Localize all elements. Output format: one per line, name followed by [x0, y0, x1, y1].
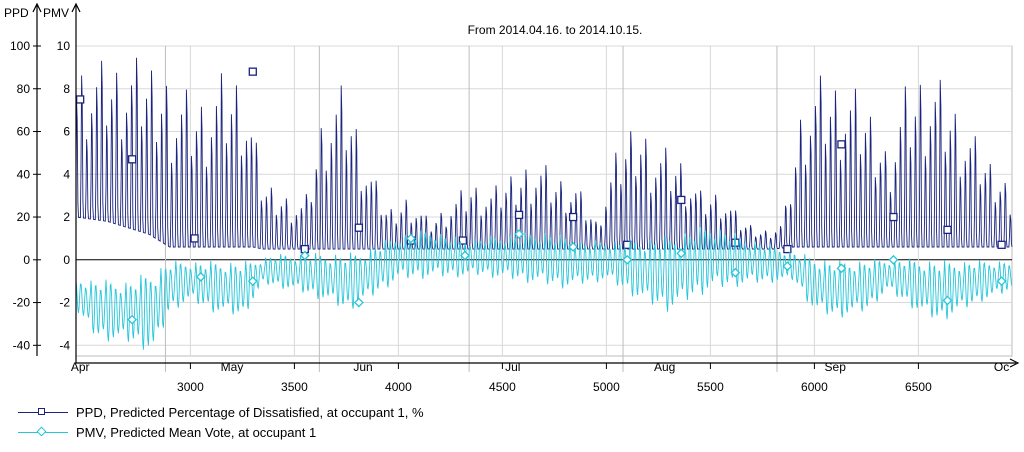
x-tick-label: 5000	[593, 380, 620, 394]
pmv-marker	[299, 250, 310, 261]
ppd-tick-label: 100	[10, 39, 30, 53]
month-label: Jun	[353, 360, 372, 374]
pmv-marker	[942, 295, 953, 306]
ppd-tick-labels: 100 80 60 40 20 0 -20 -40	[10, 39, 30, 352]
axes	[32, 2, 1020, 369]
month-label: Apr	[71, 360, 90, 374]
ppd-marker	[889, 212, 898, 222]
right-axis-arrow	[71, 2, 81, 13]
ppd-marker	[128, 155, 137, 164]
ppd-tick-label: 60	[17, 125, 31, 139]
chart-title: From 2014.04.16. to 2014.10.15.	[468, 23, 643, 37]
x-tick-label: 4500	[489, 380, 516, 394]
month-label: Jul	[505, 360, 520, 374]
month-boundaries	[164, 46, 778, 372]
x-tick-label: 3500	[281, 380, 308, 394]
ppd-marker	[248, 67, 257, 76]
pmv-tick-label: 6	[63, 125, 70, 139]
right-axis-title: PMV	[43, 6, 69, 20]
left-axis-arrow	[32, 2, 42, 13]
ppd-tick-label: 40	[17, 167, 31, 181]
pmv-marker	[676, 248, 687, 259]
ppd-marker	[190, 234, 199, 243]
x-tick-label: 6500	[905, 380, 932, 394]
pmv-marker	[195, 271, 206, 282]
month-labels: Apr May Jun Jul Aug Sep Oc	[71, 360, 1009, 374]
pmv-tick-labels: 10 8 6 4 2 0 -2 -4	[57, 39, 71, 352]
legend-label-ppd: PPD, Predicted Percentage of Dissatisfie…	[76, 404, 424, 420]
pmv-marker	[353, 297, 364, 308]
ppd-series	[75, 57, 1013, 254]
pmv-marker	[247, 276, 258, 287]
legend-label-pmv: PMV, Predicted Mean Vote, at occupant 1	[76, 424, 317, 440]
pmv-marker	[622, 254, 633, 265]
x-tick-labels: 3000 3500 4000 4500 5000 5500 6000 6500	[177, 380, 932, 394]
pmv-tick-label: -4	[59, 338, 70, 352]
pmv-tick-label: 2	[63, 210, 70, 224]
legend: PPD, Predicted Percentage of Dissatisfie…	[18, 402, 424, 442]
ppd-marker	[997, 240, 1006, 249]
month-label: Aug	[654, 360, 675, 374]
ppd-marker	[677, 195, 686, 205]
x-axis-arrow	[1009, 358, 1020, 368]
ppd-tick-label: 0	[23, 253, 30, 267]
ppd-marker	[783, 244, 792, 254]
pmv-marker	[514, 229, 524, 240]
ppd-tick-label: -20	[13, 296, 31, 310]
pmv-marker	[782, 261, 793, 272]
x-tick-label: 4000	[385, 380, 412, 394]
ppd-marker	[943, 225, 952, 235]
ppd-marker	[837, 140, 846, 149]
ppd-marker	[354, 223, 364, 232]
month-label: Sep	[825, 360, 847, 374]
legend-swatch-ppd	[18, 405, 68, 419]
pmv-marker	[730, 267, 741, 278]
pmv-tick-label: 8	[63, 82, 70, 96]
pmv-marker	[460, 250, 470, 261]
ppd-tick-label: 20	[17, 210, 31, 224]
pmv-marker	[127, 314, 138, 325]
ppd-marker	[514, 210, 524, 220]
ppd-marker	[568, 212, 578, 222]
ppd-line	[75, 57, 1013, 250]
pmv-marker	[405, 233, 416, 244]
legend-item-pmv: PMV, Predicted Mean Vote, at occupant 1	[18, 422, 424, 442]
pmv-line	[75, 227, 1013, 350]
ppd-marker	[76, 95, 85, 104]
legend-item-ppd: PPD, Predicted Percentage of Dissatisfie…	[18, 402, 424, 422]
pmv-tick-label: 4	[63, 167, 70, 181]
month-label: Oc	[994, 360, 1009, 374]
pmv-marker	[836, 263, 847, 274]
pmv-series	[75, 227, 1013, 350]
pmv-tick-label: 0	[63, 253, 70, 267]
pmv-marker	[568, 242, 579, 252]
pmv-marker	[996, 276, 1007, 287]
ppd-marker	[458, 236, 468, 245]
pmv-tick-label: 10	[57, 39, 71, 53]
x-tick-label: 5500	[697, 380, 724, 394]
ppd-tick-label: 80	[17, 82, 31, 96]
x-tick-label: 3000	[177, 380, 204, 394]
x-tick-label: 6000	[801, 380, 828, 394]
ppd-tick-label: -40	[13, 338, 31, 352]
legend-swatch-pmv	[18, 425, 68, 439]
left-axis-title: PPD	[4, 6, 29, 20]
month-label: May	[221, 360, 244, 374]
pmv-tick-label: -2	[59, 296, 70, 310]
pmv-marker	[888, 254, 899, 265]
